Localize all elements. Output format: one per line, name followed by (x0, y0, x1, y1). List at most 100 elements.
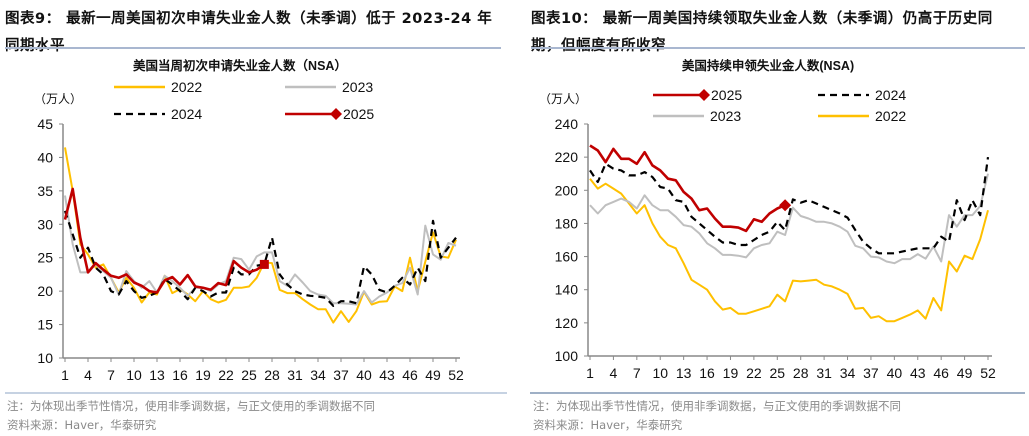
legend-item-2022: 2022 (818, 108, 906, 124)
right-footer-divider (530, 392, 1025, 394)
y-tick-label: 220 (555, 149, 579, 165)
y-tick-label: 45 (37, 116, 53, 132)
chart-2: 美国持续申领失业金人数(NSA)（万人）10012014016018020022… (539, 58, 996, 381)
legend-marker (330, 108, 342, 120)
y-tick-label: 240 (555, 116, 579, 132)
legend-label: 2024 (171, 106, 202, 122)
x-tick-label: 28 (793, 365, 809, 381)
x-tick-label: 46 (933, 365, 949, 381)
y-tick-label: 160 (555, 249, 579, 265)
y-tick-label: 10 (37, 350, 53, 366)
legend-item-2022: 2022 (114, 79, 202, 95)
y-tick-label: 20 (37, 283, 53, 299)
legend-item-2024: 2024 (818, 87, 906, 103)
x-tick-label: 13 (149, 367, 165, 383)
series-line-2022 (64, 147, 457, 324)
x-tick-label: 34 (310, 367, 326, 383)
x-tick-label: 37 (863, 365, 879, 381)
right-source: 资料来源：Haver，华泰研究 (533, 418, 683, 432)
last-point-marker (259, 259, 269, 269)
left-footer-divider (5, 392, 507, 394)
x-tick-label: 13 (676, 365, 692, 381)
x-tick-label: 40 (356, 367, 372, 383)
legend-item-2024: 2024 (114, 106, 202, 122)
left-figure-title: 图表9： 最新一周美国初次申请失业金人数（未季调）低于 2023-24 年 同期… (5, 6, 492, 60)
y-tick-label: 140 (555, 282, 579, 298)
x-tick-label: 43 (910, 365, 926, 381)
x-tick-label: 1 (586, 365, 594, 381)
x-tick-label: 52 (980, 365, 996, 381)
y-tick-label: 200 (555, 182, 579, 198)
series-line-2024 (589, 156, 990, 255)
x-tick-label: 7 (633, 365, 641, 381)
x-tick-label: 16 (699, 365, 715, 381)
x-tick-label: 7 (107, 367, 115, 383)
y-axis-unit-label: （万人） (539, 92, 587, 106)
left-title-line-1: 图表9： 最新一周美国初次申请失业金人数（未季调）低于 2023-24 年 (5, 11, 493, 27)
last-point-marker (779, 199, 792, 212)
legend-item-2023: 2023 (653, 108, 741, 124)
legend-label: 2023 (710, 108, 741, 124)
x-tick-label: 19 (195, 367, 211, 383)
x-tick-label: 1 (61, 367, 69, 383)
series-line-2022 (589, 178, 989, 323)
series-line-2025 (63, 187, 266, 294)
x-tick-label: 52 (448, 367, 464, 383)
y-tick-label: 35 (37, 183, 53, 199)
x-tick-label: 4 (84, 367, 92, 383)
x-tick-label: 16 (172, 367, 188, 383)
x-tick-label: 37 (333, 367, 349, 383)
x-tick-label: 22 (218, 367, 234, 383)
x-tick-label: 31 (816, 365, 832, 381)
right-title-line-1: 图表10： 最新一周美国持续领取失业金人数（未季调）仍高于历史同 (531, 11, 993, 27)
y-axis-unit-label: （万人） (34, 92, 82, 106)
legend-item-2023: 2023 (285, 79, 373, 95)
legend-label: 2025 (343, 106, 374, 122)
legend-marker (698, 89, 710, 101)
left-note: 注：为体现出季节性情况，使用非季调数据，与正文使用的季调数据不同 (7, 399, 375, 413)
x-tick-label: 25 (770, 365, 786, 381)
x-tick-label: 40 (887, 365, 903, 381)
left-title-divider (5, 47, 501, 49)
legend-label: 2024 (875, 87, 906, 103)
y-tick-label: 15 (37, 317, 53, 333)
series-line-2023 (589, 173, 989, 265)
y-tick-label: 25 (37, 250, 53, 266)
left-title-line-2: 同期水平 (5, 38, 65, 54)
x-tick-label: 10 (126, 367, 142, 383)
x-tick-label: 22 (746, 365, 762, 381)
x-tick-label: 25 (241, 367, 257, 383)
left-source: 资料来源：Haver，华泰研究 (7, 418, 157, 432)
right-figure-title: 图表10： 最新一周美国持续领取失业金人数（未季调）仍高于历史同 期，但幅度有所… (531, 6, 993, 60)
chart-title: 美国持续申领失业金人数(NSA) (682, 58, 854, 73)
legend-label: 2023 (342, 79, 373, 95)
series-line-2025 (589, 144, 786, 233)
x-tick-label: 31 (287, 367, 303, 383)
x-tick-label: 19 (723, 365, 739, 381)
y-tick-label: 100 (555, 348, 579, 364)
x-tick-label: 4 (610, 365, 618, 381)
series-line-2024 (63, 210, 457, 307)
legend-label: 2025 (711, 87, 742, 103)
y-tick-label: 40 (37, 149, 53, 165)
x-tick-label: 46 (402, 367, 418, 383)
x-tick-label: 43 (379, 367, 395, 383)
x-tick-label: 49 (957, 365, 973, 381)
legend-label: 2022 (875, 108, 906, 124)
x-tick-label: 49 (425, 367, 441, 383)
y-tick-label: 120 (555, 315, 579, 331)
legend-item-2025: 2025 (653, 87, 742, 103)
right-title-divider (531, 47, 1025, 49)
x-tick-label: 10 (652, 365, 668, 381)
x-tick-label: 28 (264, 367, 280, 383)
x-tick-label: 34 (840, 365, 856, 381)
y-tick-label: 180 (555, 215, 579, 231)
legend-item-2025: 2025 (285, 106, 374, 122)
right-title-line-2: 期，但幅度有所收窄 (531, 38, 666, 54)
chart-title: 美国当周初次申请失业金人数（NSA） (133, 58, 347, 73)
legend-label: 2022 (171, 79, 202, 95)
right-note: 注：为体现出季节性情况，使用非季调数据，与正文使用的季调数据不同 (533, 399, 901, 413)
y-tick-label: 30 (37, 216, 53, 232)
